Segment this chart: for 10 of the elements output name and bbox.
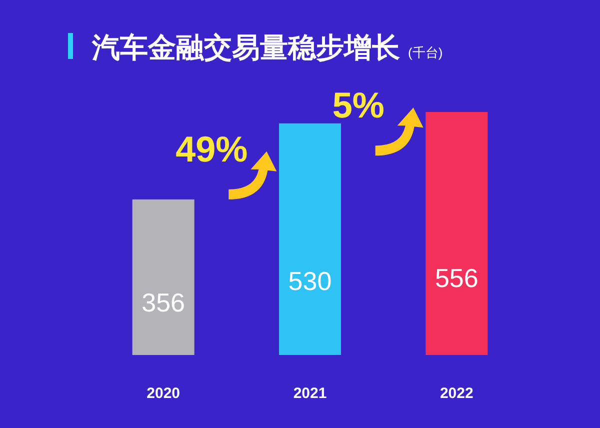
x-tick-label: 2022 [440, 385, 474, 402]
x-tick-label: 2020 [146, 385, 180, 402]
x-tick-label: 2021 [293, 385, 327, 402]
data-label: 556 [434, 262, 478, 293]
data-label: 530 [288, 266, 332, 296]
annotation: 5% [332, 84, 384, 126]
chart-title: 汽车金融交易量稳步增长 [91, 32, 400, 63]
data-label: 356 [142, 287, 186, 318]
annotation: 49% [176, 128, 248, 170]
chart-subtitle: (千台) [408, 45, 443, 60]
